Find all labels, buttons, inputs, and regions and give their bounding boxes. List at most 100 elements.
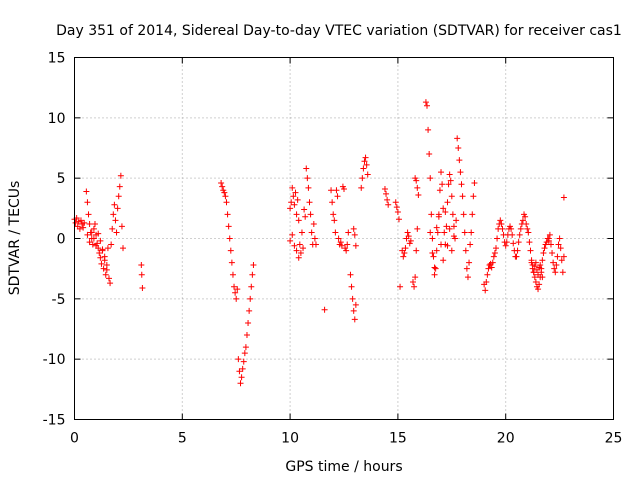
y-tick-label: 0 bbox=[57, 232, 66, 248]
data-point bbox=[450, 223, 457, 230]
data-point bbox=[358, 184, 365, 191]
data-point bbox=[359, 175, 366, 182]
data-point bbox=[409, 278, 416, 285]
data-point bbox=[93, 242, 100, 249]
data-point bbox=[448, 193, 455, 200]
data-point bbox=[393, 204, 400, 211]
data-point bbox=[412, 274, 419, 281]
y-tick-label: 5 bbox=[57, 171, 66, 187]
data-point bbox=[466, 259, 473, 266]
data-point bbox=[88, 229, 95, 236]
data-point bbox=[90, 225, 97, 232]
data-point bbox=[343, 247, 350, 254]
data-point bbox=[448, 247, 455, 254]
data-point bbox=[218, 179, 225, 186]
data-point bbox=[431, 271, 438, 278]
data-point bbox=[352, 301, 359, 308]
data-point bbox=[233, 295, 240, 302]
data-point bbox=[384, 196, 391, 203]
x-tick-label: 20 bbox=[497, 431, 515, 447]
data-point bbox=[96, 249, 103, 256]
data-point bbox=[430, 253, 437, 260]
data-point bbox=[312, 241, 319, 248]
data-point bbox=[444, 242, 451, 249]
data-point bbox=[229, 271, 236, 278]
data-point bbox=[112, 217, 119, 224]
data-point bbox=[433, 224, 440, 231]
data-point bbox=[331, 217, 338, 224]
data-point bbox=[552, 269, 559, 276]
data-point bbox=[335, 235, 342, 242]
data-point bbox=[107, 280, 114, 287]
data-point bbox=[555, 241, 562, 248]
data-point bbox=[138, 271, 145, 278]
data-point bbox=[250, 262, 257, 269]
x-axis-label: GPS time / hours bbox=[285, 459, 402, 475]
data-point bbox=[531, 263, 538, 270]
data-point bbox=[461, 229, 468, 236]
data-point bbox=[539, 257, 546, 264]
data-point bbox=[445, 181, 452, 188]
data-point bbox=[227, 247, 234, 254]
data-point bbox=[525, 229, 532, 236]
data-point bbox=[488, 264, 495, 271]
data-point bbox=[364, 171, 371, 178]
data-point bbox=[86, 221, 93, 228]
data-point bbox=[536, 281, 543, 288]
data-point bbox=[111, 201, 118, 208]
data-point bbox=[351, 316, 358, 323]
data-point bbox=[109, 225, 116, 232]
data-point bbox=[240, 358, 247, 365]
data-point bbox=[442, 208, 449, 215]
data-point bbox=[467, 241, 474, 248]
data-point bbox=[347, 271, 354, 278]
data-point bbox=[232, 289, 239, 296]
data-point bbox=[362, 154, 369, 161]
data-point bbox=[446, 225, 453, 232]
data-point bbox=[348, 283, 355, 290]
data-point bbox=[439, 181, 446, 188]
data-point bbox=[491, 249, 498, 256]
data-point bbox=[458, 181, 465, 188]
y-axis-label: SDTVAR / TECUs bbox=[7, 181, 23, 296]
x-tick-label: 25 bbox=[605, 431, 623, 447]
data-point bbox=[231, 283, 238, 290]
data-point bbox=[295, 254, 302, 261]
data-point bbox=[549, 249, 556, 256]
data-point bbox=[241, 350, 248, 357]
data-point bbox=[298, 229, 305, 236]
data-point bbox=[72, 219, 79, 226]
data-point bbox=[455, 145, 462, 151]
data-point bbox=[482, 287, 489, 294]
data-point bbox=[449, 211, 456, 218]
data-point bbox=[105, 275, 112, 282]
data-point bbox=[440, 257, 447, 264]
data-point bbox=[485, 265, 492, 272]
data-point bbox=[554, 253, 561, 260]
data-point bbox=[98, 260, 105, 267]
data-point bbox=[381, 186, 388, 193]
data-point bbox=[90, 235, 97, 242]
data-point bbox=[553, 262, 560, 269]
data-point bbox=[291, 201, 298, 208]
data-point bbox=[471, 179, 478, 186]
data-point bbox=[404, 229, 411, 236]
data-point bbox=[84, 231, 91, 238]
data-point bbox=[538, 269, 545, 276]
data-point bbox=[454, 135, 461, 142]
y-tick-label: 15 bbox=[48, 51, 66, 67]
data-point bbox=[86, 239, 93, 246]
x-tick-label: 5 bbox=[178, 431, 187, 447]
data-point bbox=[424, 102, 431, 109]
data-point bbox=[351, 231, 358, 238]
data-point bbox=[113, 229, 120, 236]
y-tick-label: -15 bbox=[43, 413, 66, 429]
data-point bbox=[303, 165, 310, 172]
data-point bbox=[221, 189, 228, 196]
data-point bbox=[447, 177, 454, 184]
data-point bbox=[103, 266, 110, 273]
data-point bbox=[345, 229, 352, 236]
data-point bbox=[311, 235, 318, 242]
data-point bbox=[540, 249, 547, 256]
